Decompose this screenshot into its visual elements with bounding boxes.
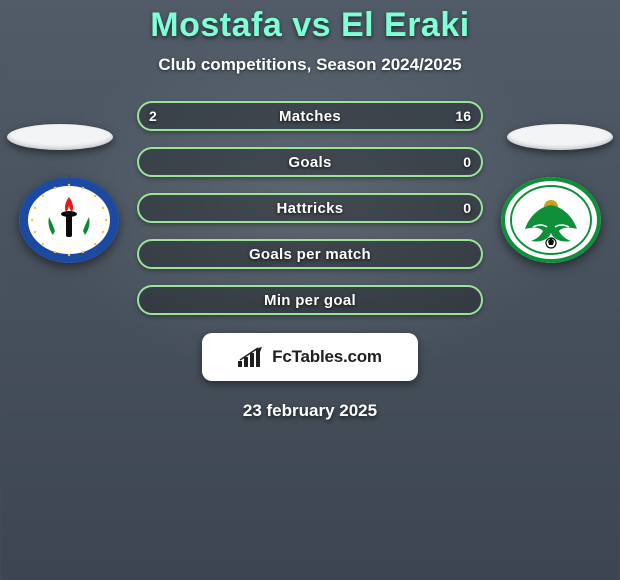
stats-list: 2 Matches 16 Goals 0 Hattricks 0 Goals p…: [137, 101, 483, 315]
brand-text: FcTables.com: [272, 347, 382, 367]
club-badge-right-icon: [501, 177, 601, 263]
club-badge-left: [19, 177, 119, 263]
stat-row-goals: Goals 0: [137, 147, 483, 177]
stat-left-value: 2: [149, 108, 157, 124]
country-indicator-left: [7, 124, 113, 150]
stat-right-value: 0: [463, 200, 471, 216]
stat-label: Matches: [279, 108, 341, 125]
stat-row-goals-per-match: Goals per match: [137, 239, 483, 269]
club-badge-left-icon: [19, 177, 119, 263]
content-root: Mostafa vs El Eraki Club competitions, S…: [0, 0, 620, 580]
stat-right-value: 16: [455, 108, 471, 124]
country-indicator-right: [507, 124, 613, 150]
stat-label: Goals per match: [249, 246, 371, 263]
stat-row-hattricks: Hattricks 0: [137, 193, 483, 223]
brand-badge: FcTables.com: [202, 333, 418, 381]
page-title: Mostafa vs El Eraki: [150, 6, 469, 45]
stat-row-min-per-goal: Min per goal: [137, 285, 483, 315]
stat-label: Goals: [288, 154, 331, 171]
stat-row-matches: 2 Matches 16: [137, 101, 483, 131]
page-subtitle: Club competitions, Season 2024/2025: [158, 55, 461, 75]
stat-right-value: 0: [463, 154, 471, 170]
stat-label: Hattricks: [277, 200, 344, 217]
club-badge-right: [501, 177, 601, 263]
comparison-date: 23 february 2025: [243, 401, 377, 421]
stat-label: Min per goal: [264, 292, 356, 309]
brand-bars-icon: [238, 347, 264, 367]
